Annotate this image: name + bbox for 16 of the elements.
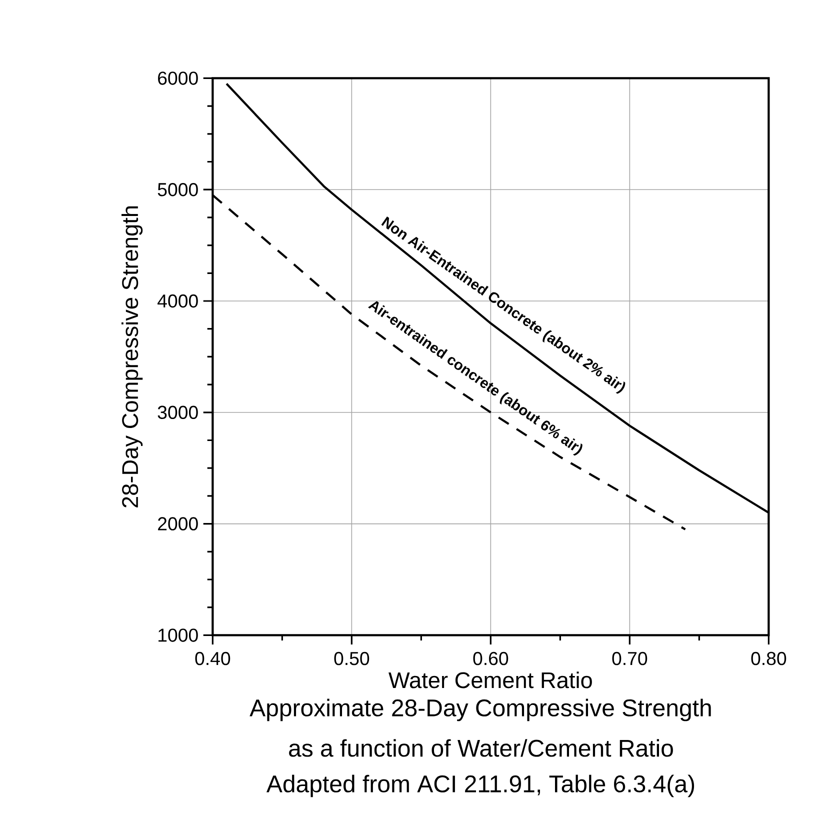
x-tick-label: 0.40 xyxy=(195,652,230,666)
text: as a function of Water/Cement Ratio xyxy=(289,739,673,757)
x-tick-label: 0.80 xyxy=(751,652,786,666)
y-tick-label: 2000 xyxy=(158,517,198,530)
y-tick-label: 3000 xyxy=(158,406,198,420)
y-axis-title: 28-Day Compressive Strength xyxy=(121,206,143,508)
y-tick-label: 5000 xyxy=(158,182,198,196)
x-tick-label: 0.50 xyxy=(334,652,370,666)
y-tick-label: 4000 xyxy=(158,294,198,308)
x-axis-title: Water Cement Ratio xyxy=(388,672,592,688)
x-tick-label: 0.70 xyxy=(612,652,648,666)
text: Approximate 28-Day Compressive Strength xyxy=(250,698,711,722)
y-tick-label: 6000 xyxy=(158,72,198,85)
x-tick-label: 0.60 xyxy=(473,652,508,666)
y-tick-label: 1000 xyxy=(158,628,198,642)
text: Adapted from ACI 211.91, Table 6.3.4(a) xyxy=(266,774,694,798)
